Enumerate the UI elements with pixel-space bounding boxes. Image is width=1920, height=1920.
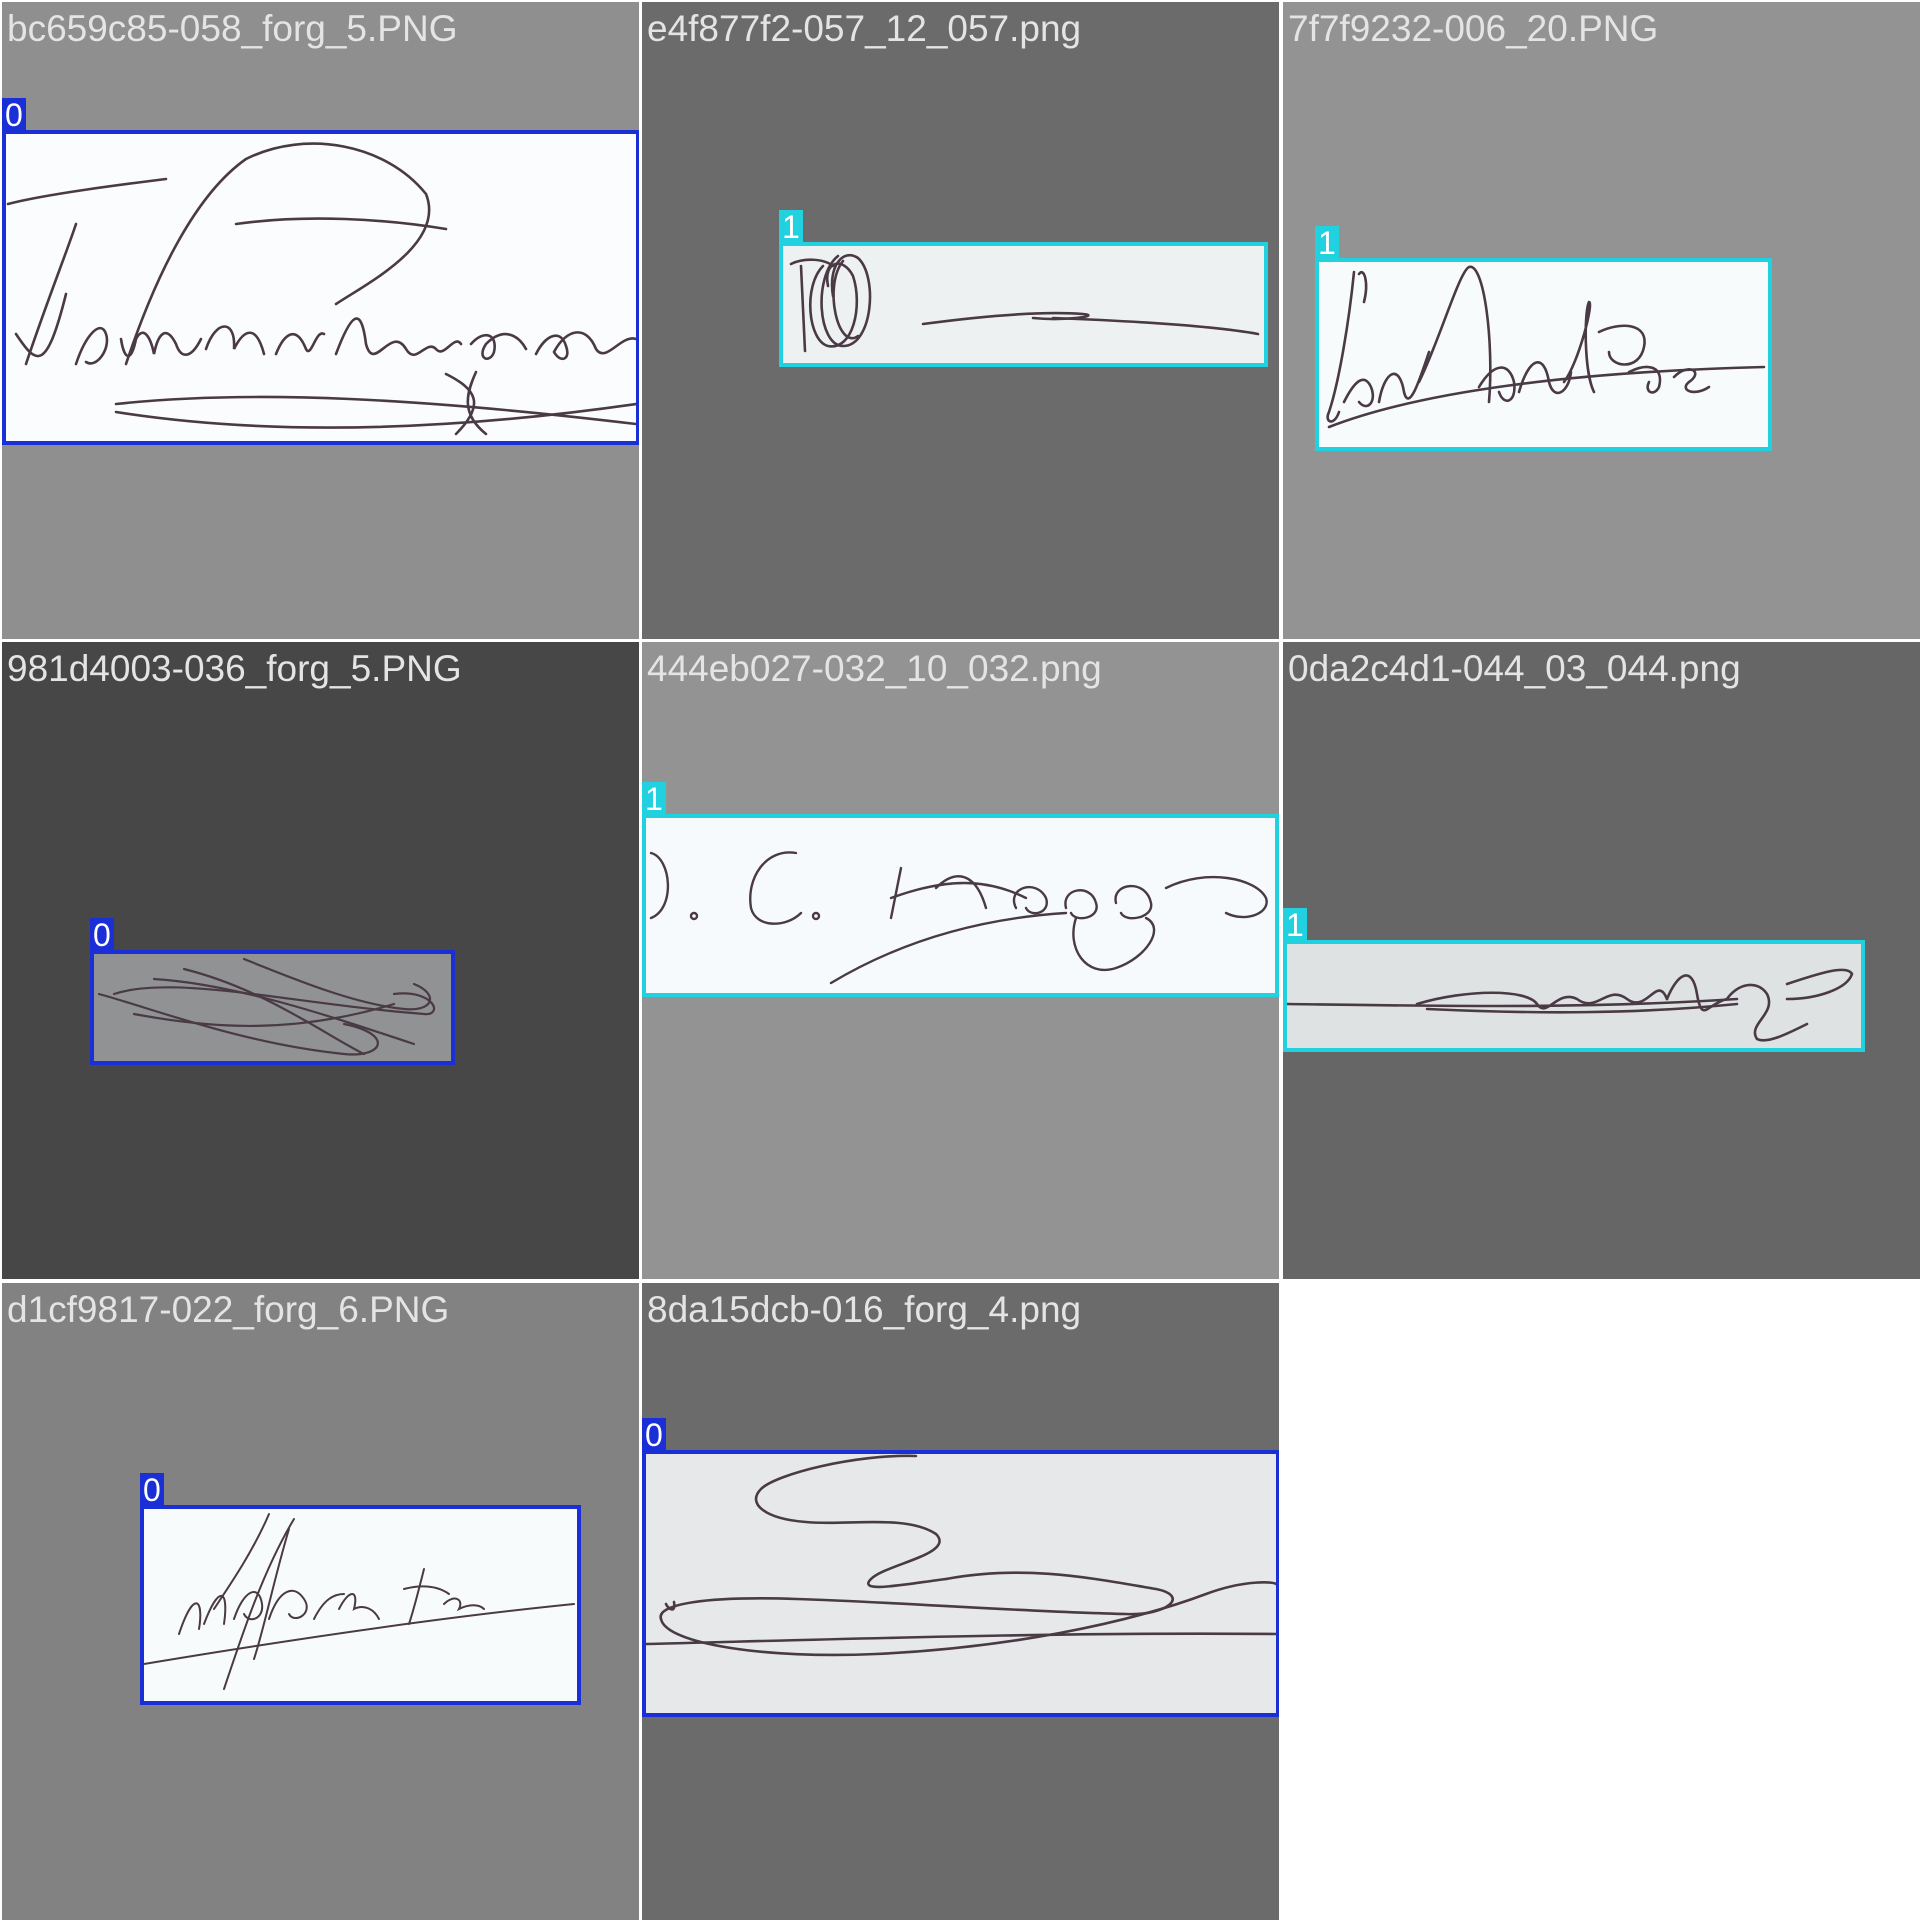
class-label: 0: [2, 98, 26, 132]
detection-box[interactable]: 1: [1315, 226, 1772, 451]
grid-tile[interactable]: 8da15dcb-016_forg_4.png 0: [642, 1283, 1279, 1920]
class-label: 1: [1315, 226, 1339, 260]
tile-filename: 7f7f9232-006_20.PNG: [1288, 8, 1659, 49]
tile-filename: e4f877f2-057_12_057.png: [647, 8, 1082, 49]
signature-image: [646, 1454, 1276, 1657]
class-label: 0: [140, 1473, 164, 1507]
detection-box[interactable]: 0: [2, 98, 639, 445]
grid-tile[interactable]: bc659c85-058_forg_5.PNG 0: [2, 2, 639, 639]
tile-filename: bc659c85-058_forg_5.PNG: [7, 8, 458, 49]
tile-filename: 0da2c4d1-044_03_044.png: [1288, 648, 1741, 689]
tile-filename: 981d4003-036_forg_5.PNG: [7, 648, 462, 689]
grid-tile[interactable]: 981d4003-036_forg_5.PNG 0: [2, 642, 639, 1279]
signature-image: [1287, 968, 1854, 1042]
grid-tile[interactable]: e4f877f2-057_12_057.png 1: [642, 2, 1279, 639]
detection-box[interactable]: 0: [140, 1473, 581, 1705]
grid-tile[interactable]: 444eb027-032_10_032.png 1: [642, 642, 1279, 1279]
grid-tile[interactable]: 7f7f9232-006_20.PNG 1: [1283, 2, 1920, 639]
signature-image: [6, 142, 636, 436]
class-label: 1: [779, 210, 803, 244]
grid-tile[interactable]: 0da2c4d1-044_03_044.png 1: [1283, 642, 1920, 1279]
detection-box[interactable]: 1: [779, 210, 1268, 367]
class-label: 0: [642, 1418, 666, 1452]
class-label: 0: [90, 918, 114, 952]
signature-image: [649, 851, 1268, 985]
class-label: 1: [1283, 908, 1307, 942]
detection-box[interactable]: 0: [642, 1418, 1279, 1717]
signature-image: [144, 1513, 575, 1690]
signature-image: [1326, 265, 1766, 429]
grid-tile[interactable]: d1cf9817-022_forg_6.PNG 0: [2, 1283, 639, 1920]
signature-image: [97, 957, 435, 1056]
tile-filename: 8da15dcb-016_forg_4.png: [647, 1289, 1082, 1330]
tile-filename: d1cf9817-022_forg_6.PNG: [7, 1289, 450, 1330]
signature-image: [789, 254, 1260, 353]
detection-box[interactable]: 0: [90, 918, 455, 1065]
detection-box[interactable]: 1: [1283, 908, 1865, 1052]
tile-filename: 444eb027-032_10_032.png: [647, 648, 1102, 689]
class-label: 1: [642, 782, 666, 816]
detection-box[interactable]: 1: [642, 782, 1279, 997]
